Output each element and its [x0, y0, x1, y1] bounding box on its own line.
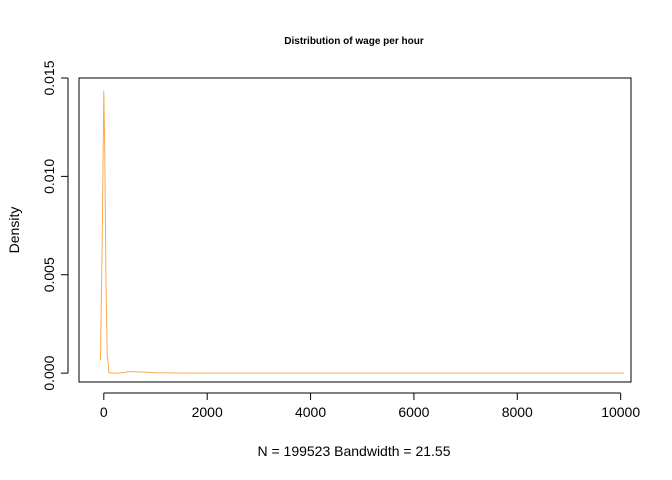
y-tick-label: 0.010 — [41, 159, 57, 194]
y-axis-label: Density — [6, 207, 22, 254]
y-tick-label: 0.000 — [41, 355, 57, 390]
x-tick-label: 2000 — [192, 404, 223, 420]
x-tick-label: 10000 — [601, 404, 640, 420]
x-tick-label: 8000 — [502, 404, 533, 420]
x-tick-label: 6000 — [398, 404, 429, 420]
x-tick-label: 4000 — [295, 404, 326, 420]
y-axis: 0.000 0.005 0.010 0.015 — [41, 60, 69, 391]
plot-frame — [78, 77, 632, 383]
chart-title: Distribution of wage per hour — [284, 36, 424, 47]
x-axis-label: N = 199523 Bandwidth = 21.55 — [257, 443, 450, 459]
x-axis: 0 2000 4000 6000 8000 10000 — [100, 392, 640, 420]
y-tick-label: 0.005 — [41, 257, 57, 292]
y-tick-label: 0.015 — [41, 60, 57, 95]
series-layer — [99, 90, 625, 374]
x-tick-label: 0 — [100, 404, 108, 420]
density-line — [99, 90, 625, 374]
